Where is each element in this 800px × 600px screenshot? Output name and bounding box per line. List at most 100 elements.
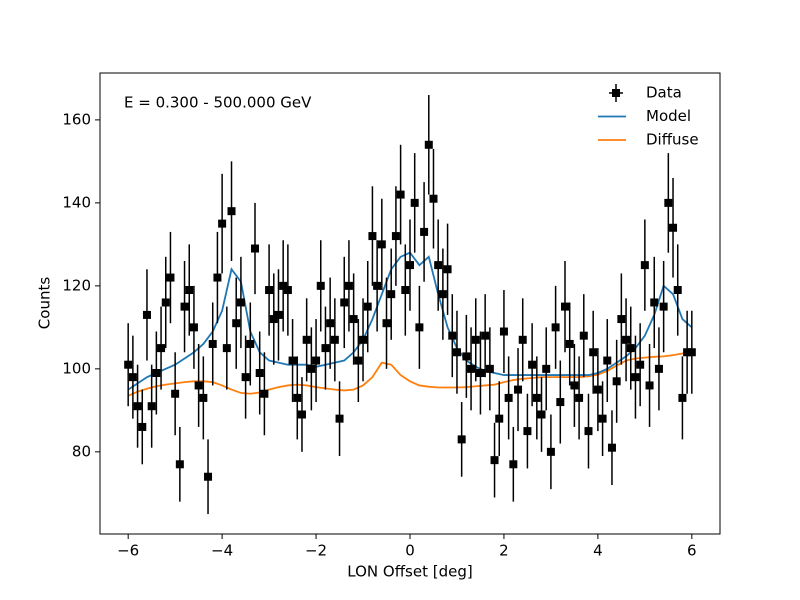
data-point [330, 335, 339, 344]
data-point [321, 344, 330, 353]
data-point [204, 472, 213, 481]
data-point [462, 352, 471, 361]
data-point [631, 373, 640, 382]
data-point [622, 335, 631, 344]
data-point [443, 265, 452, 274]
data-point [166, 273, 175, 282]
data-point [382, 319, 391, 328]
x-tick-label: 2 [499, 542, 509, 560]
data-point [490, 456, 499, 465]
data-point [302, 335, 311, 344]
data-point [246, 339, 255, 348]
data-point [213, 273, 222, 282]
data-point [232, 319, 241, 328]
legend-label: Data [646, 84, 682, 102]
data-point [438, 290, 447, 299]
data-point [551, 323, 560, 332]
data-point [579, 331, 588, 340]
data-point [650, 298, 659, 307]
data-point [222, 344, 231, 353]
data-point [654, 364, 663, 373]
data-point [467, 364, 476, 373]
data-point [452, 348, 461, 357]
data-point [509, 460, 518, 469]
data-point [636, 360, 645, 369]
data-point [260, 389, 269, 398]
data-point [274, 310, 283, 319]
data-point [265, 286, 274, 295]
x-tick-label: −4 [211, 542, 233, 560]
data-point [410, 198, 419, 207]
data-point [391, 232, 400, 241]
data-point [532, 393, 541, 402]
data-point [218, 219, 227, 228]
data-point [283, 286, 292, 295]
data-point [528, 360, 537, 369]
data-point [457, 435, 466, 444]
data-point [401, 286, 410, 295]
data-point [194, 381, 203, 390]
data-point [279, 281, 288, 290]
data-point [546, 447, 555, 456]
data-point [481, 331, 490, 340]
data-point [147, 402, 156, 411]
data-point [189, 323, 198, 332]
data-point [673, 286, 682, 295]
y-tick-label: 120 [62, 276, 91, 294]
data-point [368, 232, 377, 241]
data-point [434, 261, 443, 270]
data-point [518, 335, 527, 344]
data-point [175, 460, 184, 469]
legend-swatch [612, 89, 620, 97]
data-point [185, 286, 194, 295]
data-point [495, 414, 504, 423]
plot-frame [99, 72, 721, 535]
data-point [377, 240, 386, 249]
data-point [612, 377, 621, 386]
data-point [359, 335, 368, 344]
data-point [241, 373, 250, 382]
data-point [542, 364, 551, 373]
y-tick-label: 140 [62, 193, 91, 211]
x-axis-label: LON Offset [deg] [347, 563, 472, 581]
x-tick-label: 0 [405, 542, 415, 560]
data-point [157, 344, 166, 353]
data-point [420, 227, 429, 236]
data-point [297, 410, 306, 419]
data-point [236, 298, 245, 307]
data-point [133, 402, 142, 411]
x-tick-label: 4 [593, 542, 603, 560]
data-point [387, 290, 396, 299]
data-point [659, 302, 668, 311]
data-point [561, 302, 569, 311]
data-point [429, 194, 438, 203]
data-point [199, 393, 208, 402]
data-point [617, 315, 626, 324]
data-point [396, 190, 405, 199]
data-point [406, 261, 414, 270]
data-point [589, 348, 598, 357]
data-point [485, 364, 494, 373]
data-point [363, 302, 372, 311]
data-point [171, 389, 180, 398]
data-point [687, 348, 696, 357]
data-point [664, 198, 673, 207]
data-point [349, 315, 358, 324]
data-point [316, 281, 325, 290]
data-point [415, 323, 424, 332]
data-point [307, 364, 316, 373]
data-point [142, 310, 151, 319]
y-tick-label: 100 [62, 359, 91, 377]
data-point [124, 360, 133, 369]
data-point [448, 331, 457, 340]
data-point [128, 373, 137, 382]
data-point [373, 281, 382, 290]
y-tick-label: 160 [62, 110, 91, 128]
data-point [523, 427, 532, 436]
x-tick-label: −2 [305, 542, 327, 560]
data-point [504, 393, 513, 402]
data-point [354, 356, 363, 365]
data-point [288, 356, 297, 365]
